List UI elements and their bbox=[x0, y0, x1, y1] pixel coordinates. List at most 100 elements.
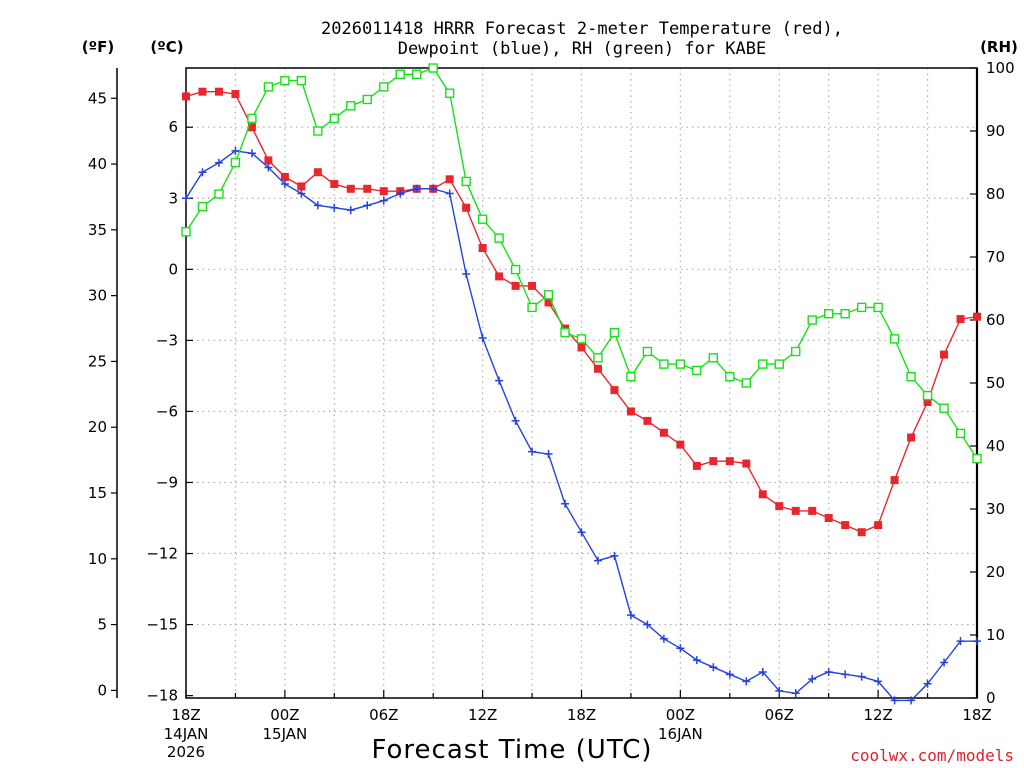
rh-point bbox=[626, 372, 636, 382]
x-tick-label: 00Z bbox=[270, 706, 299, 724]
fahrenheit-unit-label: (ºF) bbox=[82, 38, 114, 56]
rh-point bbox=[263, 82, 274, 92]
rh-point bbox=[428, 63, 438, 73]
x-tick-label: 18Z bbox=[962, 706, 991, 724]
dewpoint-point bbox=[264, 163, 273, 172]
x-tick-date-label: 16JAN bbox=[658, 725, 703, 743]
temperature-point bbox=[626, 407, 635, 416]
x-tick-label: 12Z bbox=[863, 706, 892, 724]
temperature-point bbox=[280, 172, 289, 181]
dewpoint-point bbox=[495, 376, 504, 385]
rh-point bbox=[823, 309, 834, 319]
rh-point bbox=[313, 126, 323, 136]
fahrenheit-tick-label: 30 bbox=[88, 287, 107, 305]
celsius-tick-label: 0 bbox=[168, 260, 178, 278]
dewpoint-point bbox=[626, 611, 635, 620]
dewpoint-point bbox=[643, 620, 652, 629]
dewpoint-point bbox=[791, 689, 800, 698]
rh-point bbox=[972, 453, 982, 464]
rh-point bbox=[461, 176, 471, 187]
axes bbox=[111, 67, 979, 699]
temperature-point bbox=[544, 298, 553, 307]
chart-title-line-2: Dewpoint (blue), RH (green) for KABE bbox=[398, 39, 766, 59]
rh-point bbox=[593, 353, 603, 363]
temperature-point bbox=[346, 184, 355, 193]
dewpoint-point bbox=[890, 696, 899, 705]
rh-point bbox=[576, 334, 587, 344]
rh-point bbox=[296, 75, 307, 86]
temperature-point bbox=[643, 416, 652, 425]
temperature-point bbox=[297, 182, 306, 191]
temperature-point bbox=[659, 428, 668, 437]
rh-point bbox=[362, 94, 372, 105]
dewpoint-point bbox=[544, 450, 553, 459]
rh-point bbox=[412, 69, 422, 80]
dewpoint-point bbox=[379, 196, 388, 205]
rh-point bbox=[477, 214, 488, 224]
temperature-point bbox=[511, 281, 520, 290]
temperature-point bbox=[973, 312, 981, 321]
dewpoint-point bbox=[841, 670, 850, 679]
tick-labels: 630−3−6−9−12−15−184540353025201510501009… bbox=[88, 59, 1015, 761]
temperature-point bbox=[841, 521, 850, 530]
temperature-point bbox=[742, 459, 751, 468]
rh-unit-label: (RH) bbox=[980, 38, 1018, 56]
temperature-point bbox=[198, 87, 207, 96]
temperature-point bbox=[478, 244, 487, 252]
dewpoint-point bbox=[231, 146, 240, 155]
rh-point bbox=[659, 359, 669, 369]
temperature-point bbox=[610, 386, 619, 395]
x-tick-label: 06Z bbox=[765, 706, 794, 724]
dewpoint-point bbox=[610, 551, 619, 560]
temperature-point bbox=[808, 506, 817, 515]
rh-tick-label: 30 bbox=[986, 500, 1005, 518]
temperature-point bbox=[330, 180, 339, 189]
rh-point bbox=[395, 69, 405, 80]
celsius-tick-label: −9 bbox=[156, 473, 178, 491]
temperature-point bbox=[940, 350, 949, 359]
dewpoint-point bbox=[280, 180, 289, 189]
dewpoint-point bbox=[214, 158, 223, 167]
rh-point bbox=[543, 290, 554, 300]
rh-line bbox=[185, 67, 978, 459]
rh-point bbox=[346, 101, 356, 111]
rh-tick-label: 80 bbox=[986, 185, 1005, 203]
credit-link[interactable]: coolwx.com/models bbox=[850, 746, 1014, 765]
dewpoint-point bbox=[874, 677, 883, 686]
temperature-point bbox=[725, 457, 734, 466]
temperature-point bbox=[495, 272, 504, 281]
fahrenheit-tick-label: 15 bbox=[88, 484, 107, 502]
dewpoint-point bbox=[313, 201, 322, 210]
temperature-point bbox=[264, 156, 273, 165]
x-tick-date-label: 14JAN bbox=[164, 725, 209, 743]
temperature-point bbox=[247, 123, 256, 132]
rh-point bbox=[708, 353, 719, 363]
temperature-point bbox=[363, 184, 372, 193]
fahrenheit-tick-label: 5 bbox=[97, 616, 107, 634]
dewpoint-point bbox=[330, 203, 339, 212]
dewpoint-point bbox=[412, 184, 421, 193]
temperature-point bbox=[775, 502, 784, 511]
dewpoint-point bbox=[247, 149, 256, 158]
rh-point bbox=[197, 201, 208, 212]
rh-point bbox=[774, 359, 784, 369]
celsius-unit-label: (ºC) bbox=[150, 38, 183, 56]
temperature-point bbox=[445, 175, 454, 184]
x-tick-label: 06Z bbox=[369, 706, 398, 724]
rh-tick-label: 0 bbox=[986, 689, 996, 707]
celsius-tick-label: 6 bbox=[168, 118, 178, 136]
dewpoint-point bbox=[973, 637, 981, 646]
temperature-point bbox=[907, 433, 916, 442]
rh-tick-label: 60 bbox=[986, 311, 1005, 329]
dewpoint-point bbox=[808, 675, 817, 684]
x-tick-label: 00Z bbox=[666, 706, 695, 724]
rh-point bbox=[379, 82, 389, 92]
rh-point bbox=[675, 359, 686, 369]
dewpoint-point bbox=[396, 189, 405, 198]
dewpoint-point bbox=[198, 168, 207, 177]
rh-tick-label: 70 bbox=[986, 248, 1005, 266]
rh-point bbox=[807, 315, 817, 325]
rh-point bbox=[758, 359, 768, 369]
temperature-point bbox=[791, 506, 800, 515]
rh-point bbox=[906, 372, 916, 382]
